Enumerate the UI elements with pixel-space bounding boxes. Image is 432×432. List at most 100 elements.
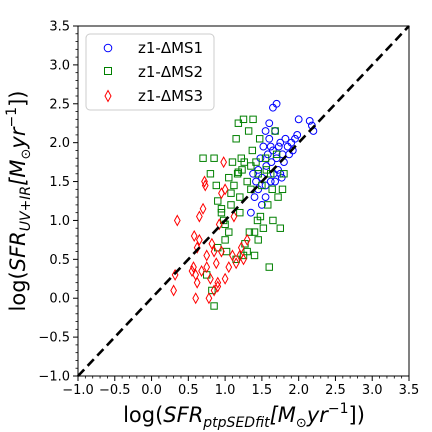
point-series2-15: [233, 170, 242, 178]
point-series1-30: [293, 130, 302, 139]
point-series2-62: [268, 185, 276, 194]
point-series2-27: [249, 115, 257, 124]
point-series2-49: [217, 205, 226, 213]
point-series2-22: [243, 177, 251, 186]
point-series3-13: [201, 179, 209, 192]
point-series3-14: [203, 249, 211, 262]
point-series2-3: [210, 154, 218, 162]
point-series2-58: [243, 247, 251, 256]
point-series2-54: [254, 236, 262, 244]
point-series2-60: [256, 212, 265, 221]
point-series3-15: [205, 292, 213, 305]
point-series2-45: [280, 170, 288, 178]
legend-marker-circle: [103, 43, 113, 53]
x-tick-label: 0.0: [141, 383, 162, 398]
point-series1-27: [287, 138, 296, 147]
point-series3-4: [188, 264, 196, 278]
point-series3-11: [199, 202, 207, 215]
y-tick-label: −0.5: [38, 331, 70, 346]
point-series2-32: [255, 135, 264, 143]
point-series1-5: [256, 154, 265, 163]
point-series2-10: [225, 173, 233, 182]
point-series1-19: [274, 142, 283, 151]
point-series2-48: [210, 302, 218, 310]
point-series3-18: [210, 245, 218, 258]
y-tick-label: 0.5: [49, 253, 70, 268]
legend-entry-ms3: z1-ΔMS3: [104, 87, 203, 105]
point-series2-6: [217, 208, 226, 217]
x-axis-label: log(SFRptpSEDfit[M⊙yr−1]): [123, 401, 365, 431]
point-series3-35: [214, 280, 222, 293]
point-series2-43: [276, 224, 284, 232]
point-series1-36: [257, 200, 266, 209]
point-series3-10: [198, 264, 205, 278]
y-tick-label: 2.5: [49, 97, 70, 112]
point-series1-20: [276, 138, 285, 147]
point-series3-1: [170, 284, 177, 297]
point-series3-3: [173, 214, 181, 227]
point-series3-5: [190, 261, 197, 274]
axes: [77, 25, 410, 377]
x-axis-ticks: −1.0 −0.5 0.0 0.5 1.0 1.5 2.0 2.5 3.0 3.5: [62, 376, 419, 398]
point-series1-24: [281, 134, 290, 143]
y-tick-label: 1.0: [49, 214, 70, 229]
point-series3-7: [192, 292, 200, 305]
legend-marker-diamond: [104, 89, 112, 103]
x-tick-label: 1.0: [215, 383, 236, 398]
y-tick-label: 1.5: [49, 175, 70, 190]
point-series2-29: [252, 158, 260, 166]
point-series2-23: [244, 127, 253, 135]
point-series2-28: [250, 251, 259, 260]
one-to-one-line: [77, 25, 410, 377]
y-tick-label: 0.0: [49, 292, 70, 307]
point-series2-39: [269, 216, 277, 225]
legend-marker-square: [104, 67, 112, 75]
point-series2-24: [245, 228, 254, 236]
point-series2-5: [214, 197, 222, 205]
point-series2-35: [261, 154, 270, 162]
point-series2-2: [206, 170, 215, 178]
point-series3-16: [207, 272, 214, 285]
point-series1-33: [269, 103, 277, 112]
point-series3-25: [225, 261, 233, 274]
point-series1-17: [272, 154, 281, 163]
point-series1-7: [259, 142, 268, 151]
point-series3-29: [237, 241, 245, 254]
point-series2-61: [262, 166, 271, 174]
point-series2-53: [247, 162, 255, 170]
point-series3-38: [230, 210, 238, 223]
point-series2-20: [239, 115, 248, 124]
legend-entry-ms2: z1-ΔMS2: [104, 63, 203, 81]
x-tick-label: 0.5: [178, 383, 199, 398]
point-series3-19: [212, 257, 220, 270]
legend-label-ms3: z1-ΔMS3: [138, 87, 203, 105]
point-series3-20: [214, 276, 222, 289]
legend-label-ms2: z1-ΔMS2: [138, 63, 203, 81]
point-series1-2: [250, 193, 259, 202]
legend-entry-ms1: z1-ΔMS1: [103, 39, 203, 57]
point-series2-8: [221, 236, 229, 244]
x-tick-label: 1.5: [252, 383, 273, 398]
point-series2-65: [227, 189, 235, 197]
point-series3-37: [221, 183, 229, 196]
point-series3-8: [193, 276, 201, 289]
point-series3-32: [190, 229, 198, 243]
point-series2-44: [278, 185, 287, 194]
point-series1-1: [246, 208, 255, 217]
point-series1-32: [265, 119, 274, 128]
point-series2-9: [222, 247, 231, 256]
point-series2-59: [250, 228, 259, 236]
legend: z1-ΔMS1 z1-ΔMS2 z1-ΔMS3: [85, 33, 215, 111]
point-series2-11: [227, 201, 235, 209]
point-series1-40: [305, 116, 314, 125]
point-series1-10: [263, 150, 272, 159]
x-tick-label: −0.5: [99, 383, 131, 398]
point-series1-3: [252, 177, 260, 186]
point-series1-35: [261, 193, 270, 202]
point-series2-40: [271, 127, 279, 135]
point-series3-9: [195, 233, 203, 246]
point-series3-26: [229, 249, 236, 262]
point-series3-33: [193, 241, 201, 254]
point-series1-44: [271, 177, 280, 186]
